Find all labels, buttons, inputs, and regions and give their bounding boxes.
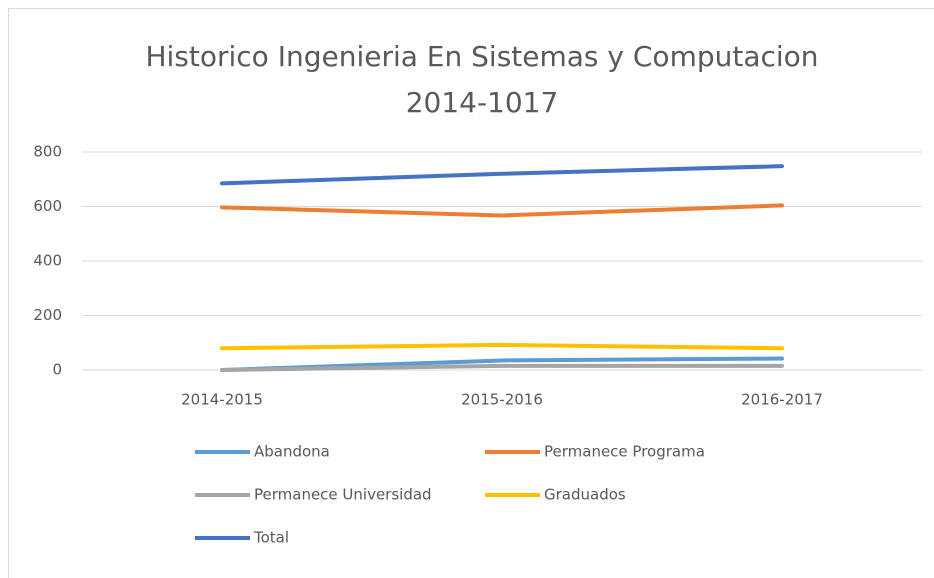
y-tick-label: 800 [33, 143, 62, 161]
line-series [220, 342, 784, 351]
x-tick-label: 2015-2016 [461, 391, 543, 409]
legend-label: Permanece Universidad [254, 486, 432, 504]
legend-label: Abandona [254, 443, 330, 461]
y-tick-label: 600 [33, 197, 62, 215]
legend-label: Graduados [544, 486, 626, 504]
line-series [220, 203, 784, 218]
legend-label: Total [253, 529, 289, 547]
x-tick-label: 2014-2015 [181, 391, 263, 409]
line-series [220, 363, 784, 372]
chart-title: Historico Ingenieria En Sistemas y Compu… [145, 40, 819, 119]
legend-label: Permanece Programa [544, 443, 705, 461]
y-tick-label: 0 [52, 361, 62, 379]
chart-frame [8, 8, 934, 578]
y-tick-label: 400 [33, 252, 62, 270]
y-tick-label: 200 [33, 306, 62, 324]
line-series [220, 164, 784, 186]
x-tick-label: 2016-2017 [741, 391, 823, 409]
